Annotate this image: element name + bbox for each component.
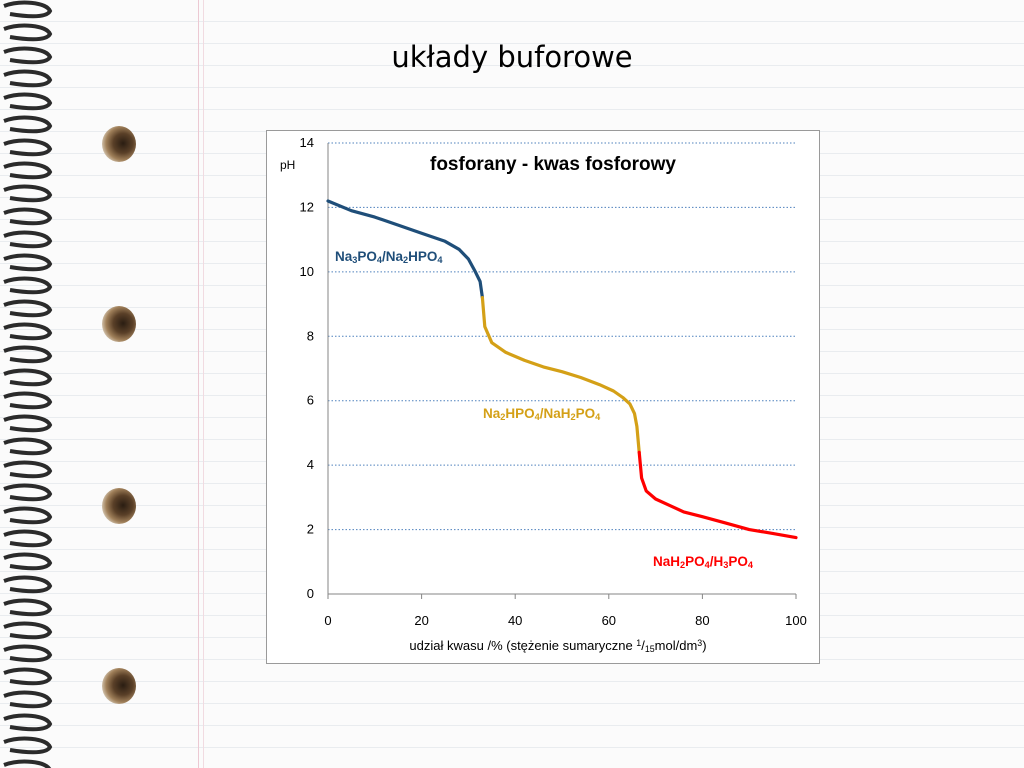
spiral-coil: [3, 506, 53, 525]
y-tick-label: 10: [300, 264, 314, 279]
punch-hole: [102, 488, 136, 524]
series-label-2: Na2HPO4/NaH2PO4: [483, 406, 601, 422]
y-tick-label: 4: [307, 457, 314, 472]
spiral-coil: [3, 322, 53, 341]
x-tick-label: 100: [785, 613, 807, 628]
y-tick-label: 8: [307, 328, 314, 343]
spiral-coil: [3, 276, 53, 295]
spiral-coil: [3, 23, 53, 42]
punch-hole: [102, 306, 136, 342]
y-axis-label: pH: [280, 158, 295, 172]
spiral-coil: [3, 92, 53, 111]
x-tick-label: 0: [324, 613, 331, 628]
spiral-coil: [3, 184, 53, 203]
spiral-coil: [3, 230, 53, 249]
chart-title: fosforany - kwas fosforowy: [430, 154, 676, 175]
series-line-1: [326, 199, 484, 300]
spiral-coil: [3, 69, 53, 88]
spiral-coil: [3, 345, 53, 364]
spiral-coil: [3, 460, 53, 479]
spiral-coil: [3, 391, 53, 410]
spiral-coil: [3, 552, 53, 571]
spiral-coil: [3, 529, 53, 548]
series-line-2: [480, 296, 641, 454]
spiral-coil: [3, 115, 53, 134]
x-tick-label: 20: [414, 613, 428, 628]
slide-title: układy buforowe: [391, 40, 633, 74]
x-tick-label: 60: [602, 613, 616, 628]
spiral-coil: [3, 621, 53, 640]
spiral-coil: [3, 414, 53, 433]
spiral-coil: [3, 667, 53, 686]
y-tick-label: 0: [307, 586, 314, 601]
punch-hole: [102, 126, 136, 162]
x-tick-label: 80: [695, 613, 709, 628]
x-axis-label: udział kwasu /% (stężenie sumaryczne 1/1…: [409, 638, 706, 654]
spiral-coil: [3, 483, 53, 502]
spiral-coil: [3, 690, 53, 709]
punch-hole: [102, 668, 136, 704]
titration-chart: 0 2 4 6 8 10 12 14 0 20 40 60 80 100 pH fosforany - kwa…: [280, 135, 807, 654]
y-tick-label: 2: [307, 522, 314, 537]
spiral-coil: [3, 253, 53, 272]
y-tick-label: 12: [300, 199, 314, 214]
spiral-coil: [3, 736, 53, 755]
notebook-spiral-binding: [3, 0, 53, 768]
series-label-3: NaH2PO4/H3PO4: [653, 554, 754, 570]
spiral-coil: [3, 368, 53, 387]
series-line-3: [637, 450, 798, 540]
spiral-coil: [3, 437, 53, 456]
spiral-coil: [3, 138, 53, 157]
chart-frame: 0 2 4 6 8 10 12 14 0 20 40 60 80 100 pH fosforany - kwa…: [266, 130, 820, 664]
x-tick-label: 40: [508, 613, 522, 628]
spiral-coil: [3, 575, 53, 594]
spiral-coil: [3, 598, 53, 617]
series-label-1: Na3PO4/Na2HPO4: [335, 249, 443, 265]
spiral-coil: [3, 207, 53, 226]
spiral-coil: [3, 161, 53, 180]
y-tick-label: 6: [307, 393, 314, 408]
spiral-coil: [3, 46, 53, 65]
spiral-coil: [3, 713, 53, 732]
notebook-margin-line: [198, 0, 199, 768]
notebook-margin-line-2: [203, 0, 204, 768]
spiral-coil: [3, 644, 53, 663]
spiral-coil: [3, 0, 53, 19]
spiral-coil: [3, 299, 53, 318]
y-tick-label: 14: [300, 135, 314, 150]
spiral-coil: [3, 759, 51, 768]
